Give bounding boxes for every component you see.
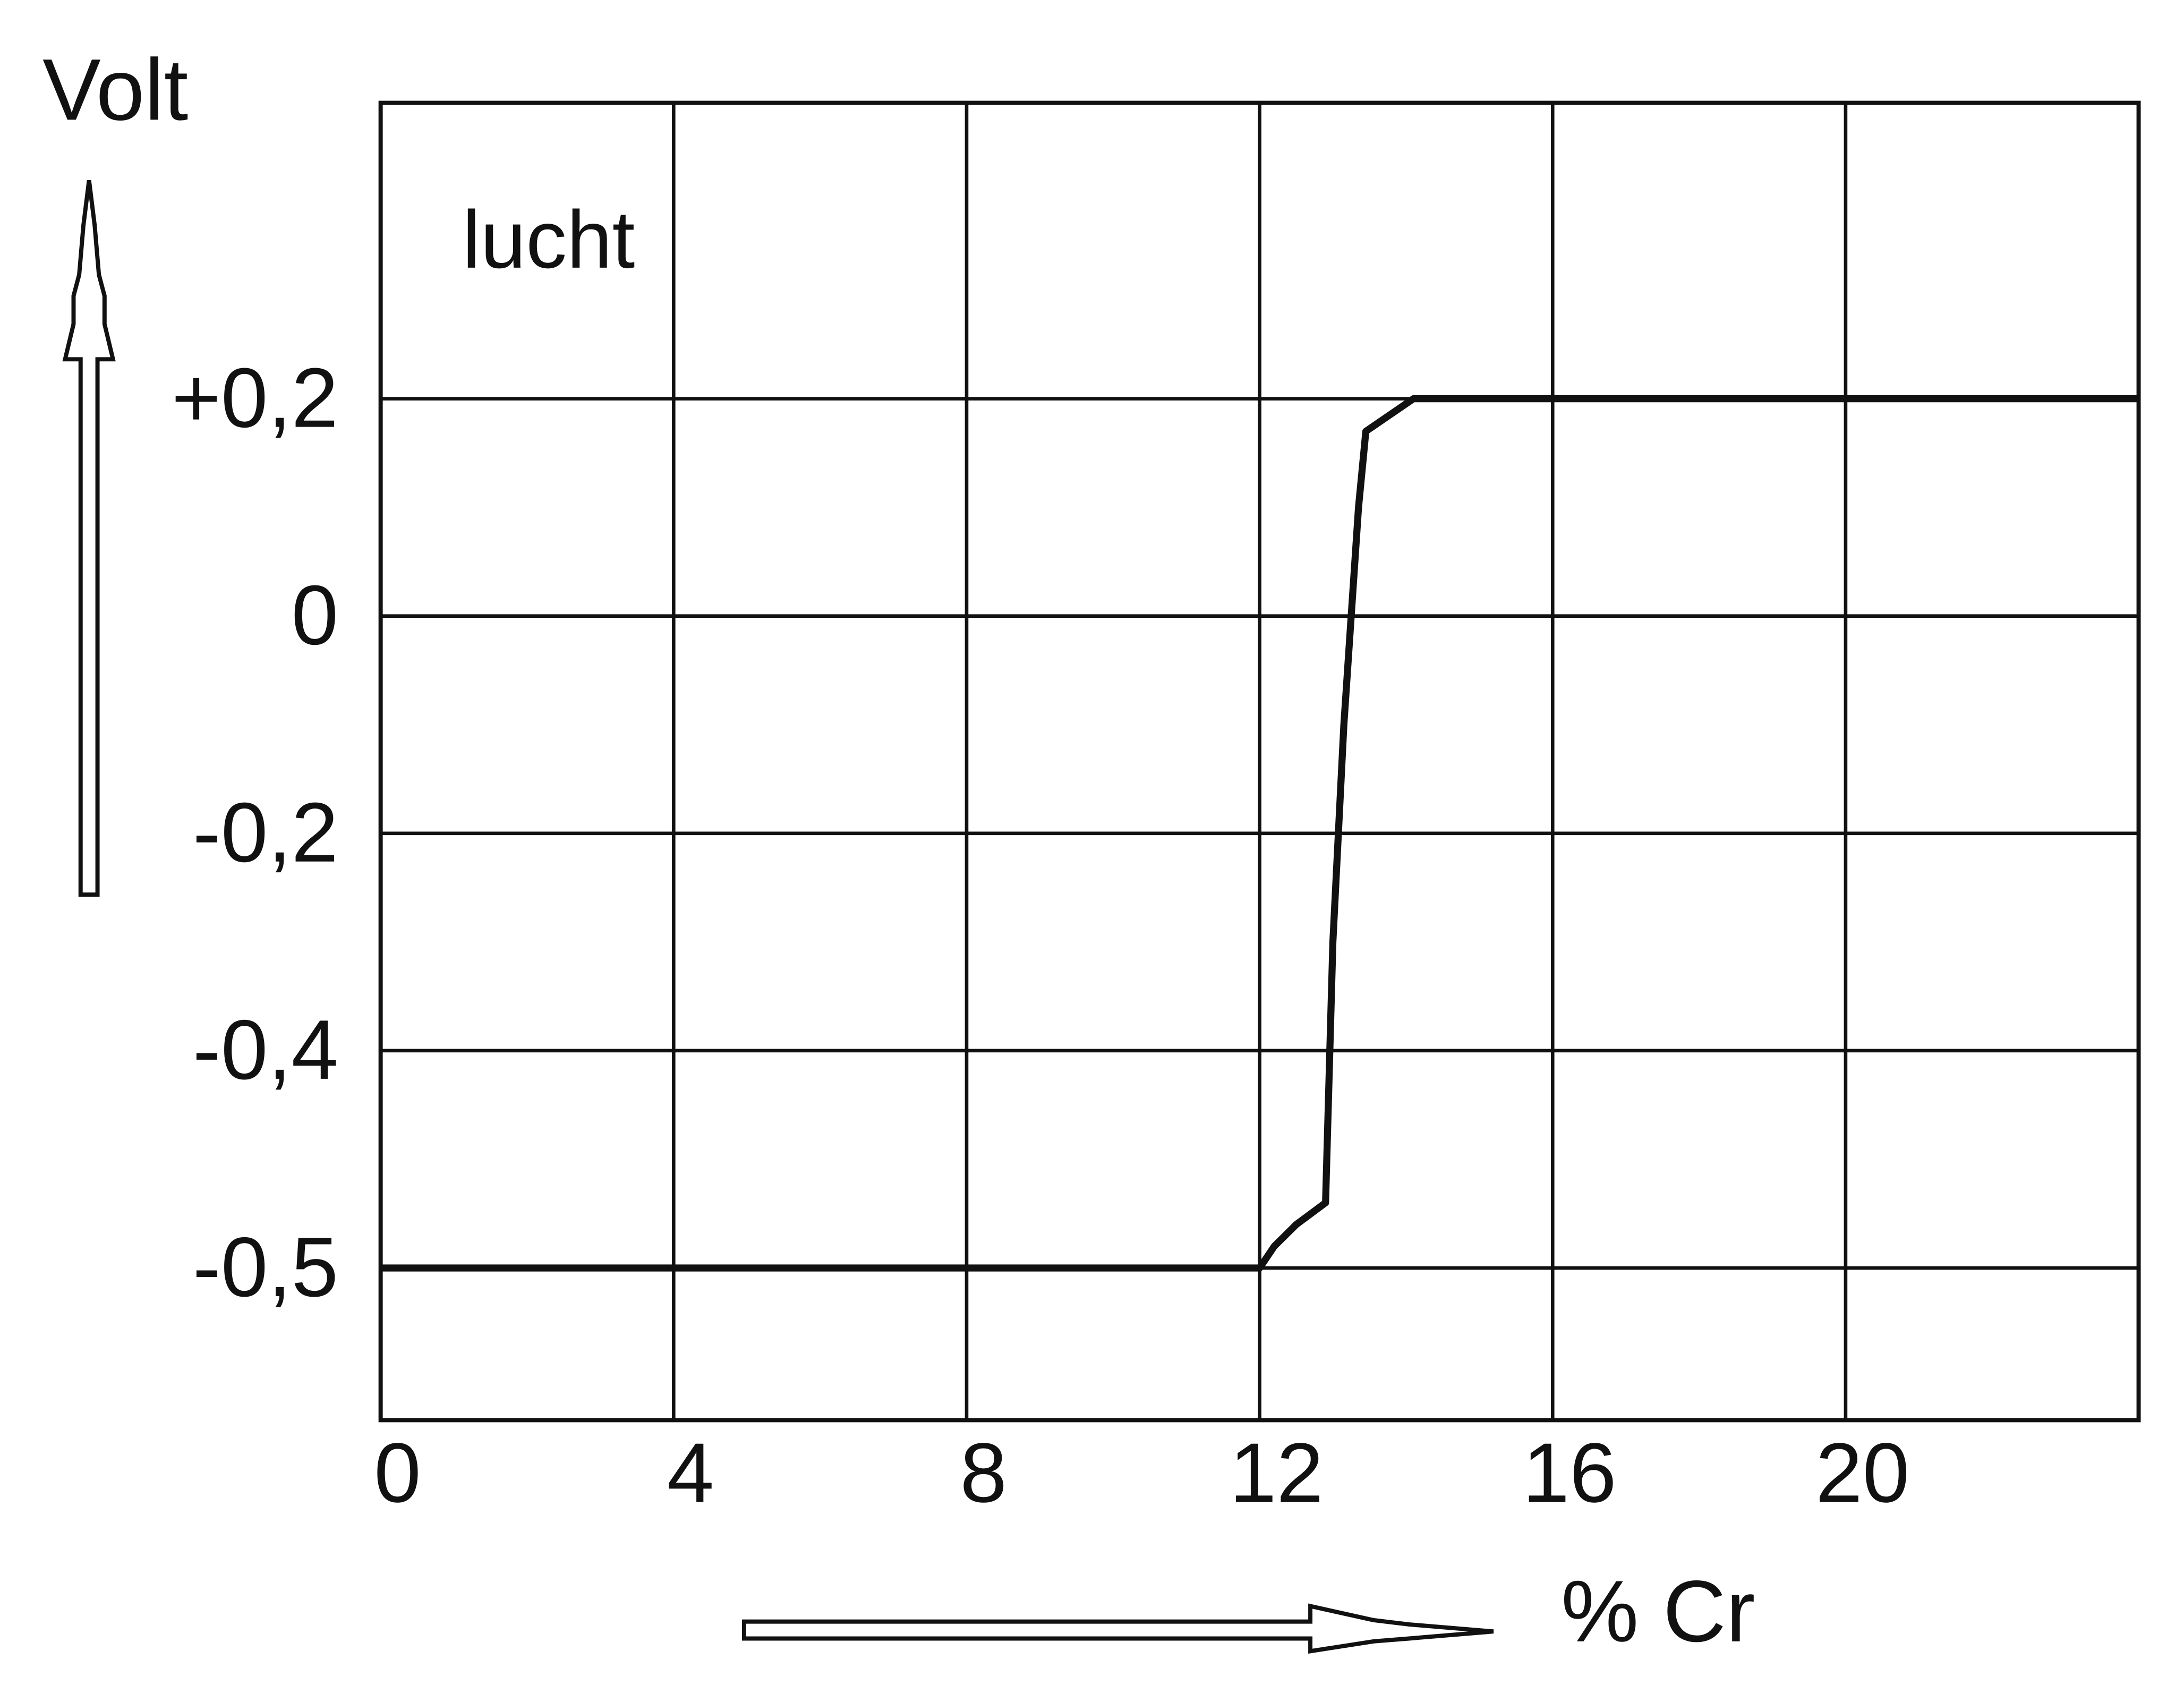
y-axis-label: Volt <box>42 40 188 138</box>
x-tick-label: 0 <box>374 1425 421 1520</box>
x-tick-label: 16 <box>1523 1425 1617 1520</box>
y-tick-label: -0,2 <box>193 785 338 880</box>
x-arrow <box>741 1603 1494 1654</box>
y-tick-label: 0 <box>292 568 339 662</box>
y-arrow <box>62 180 116 897</box>
x-tick-label: 20 <box>1815 1425 1909 1520</box>
y-tick-label: -0,4 <box>193 1002 338 1097</box>
plot-area: 0 4 8 12 16 20 +0,2 0 -0,2 -0,4 -0,5 <box>172 100 2141 1520</box>
annotation: lucht <box>462 194 635 285</box>
y-tick-label: -0,5 <box>193 1220 338 1314</box>
y-tick-label: +0,2 <box>172 351 338 445</box>
x-tick-label: 4 <box>667 1425 714 1520</box>
x-axis-label: % Cr <box>1561 1562 1755 1660</box>
x-tick-label: 12 <box>1230 1425 1324 1520</box>
x-tick-label: 8 <box>960 1425 1007 1520</box>
data-line <box>380 395 2139 1272</box>
